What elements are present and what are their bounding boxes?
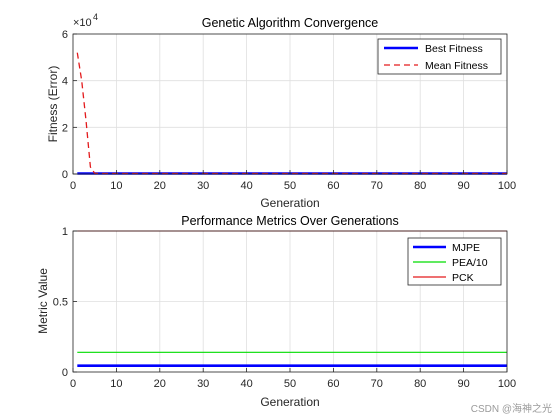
chart-2-x-tick-label: 0 (70, 378, 76, 390)
chart-2-x-tick-label: 40 (240, 378, 252, 390)
chart-1: Genetic Algorithm Convergence 0 10 20 30 40 5… (46, 12, 516, 210)
chart-1-x-tick-label: 40 (240, 180, 252, 192)
chart-1-y-tick-label: 6 (62, 29, 68, 41)
chart-1-x-tick-label: 90 (457, 180, 469, 192)
chart-1-y-tick-label: 4 (62, 76, 68, 88)
chart-1-series-line-mean-fitness (76, 52, 507, 175)
chart-2: Performance Metrics Over Generations 0 10… (36, 214, 516, 409)
chart-1-legend: Best Fitness Mean Fitness (377, 38, 502, 75)
chart-1-x-tick-label: 0 (70, 180, 76, 192)
chart-2-y-label: Metric Value (36, 268, 50, 334)
chart-1-x-tick-label: 80 (414, 180, 426, 192)
chart-2-title: Performance Metrics Over Generations (181, 214, 398, 228)
chart-2-x-label: Generation (260, 395, 319, 409)
chart-1-x-tick-label: 10 (110, 180, 122, 192)
chart-2-x-tick-label: 70 (371, 378, 383, 390)
chart-1-legend-box (377, 38, 502, 75)
chart-2-legend-label-mjpe: MJPE (452, 242, 480, 254)
chart-1-x-tick-label: 50 (284, 180, 296, 192)
chart-1-series (76, 52, 507, 175)
chart-2-x-tick-label: 20 (154, 378, 166, 390)
chart-2-x-ticks: 0 10 20 30 40 50 60 70 80 90 100 (70, 368, 516, 390)
chart-2-x-tick-label: 100 (498, 378, 516, 390)
chart-1-y-tick-label: 2 (62, 122, 68, 134)
chart-1-x-tick-label: 60 (327, 180, 339, 192)
chart-1-y-ticks: 0 2 4 6 (62, 29, 77, 181)
chart-2-y-ticks: 00.51 (53, 226, 77, 379)
chart-1-x-tick-label: 30 (197, 180, 209, 192)
chart-1-x-label: Generation (260, 196, 319, 210)
chart-2-x-tick-label: 50 (284, 378, 296, 390)
chart-2-y-tick-label: 1 (62, 226, 68, 238)
chart-1-exponent-power: 4 (93, 12, 98, 22)
chart-2-y-tick-label: 0.5 (53, 297, 68, 309)
chart-2-x-tick-label: 10 (110, 378, 122, 390)
chart-1-legend-label-best: Best Fitness (425, 43, 483, 55)
chart-1-exponent-base: ×10 (73, 17, 92, 29)
chart-2-legend-label-pea: PEA/10 (452, 257, 488, 269)
chart-1-title: Genetic Algorithm Convergence (202, 16, 379, 30)
chart-2-x-tick-label: 60 (327, 378, 339, 390)
chart-1-legend-label-mean: Mean Fitness (425, 60, 488, 72)
chart-1-x-ticks: 0 10 20 30 40 50 60 70 80 90 100 (70, 170, 516, 192)
watermark: CSDN @海神之光 (471, 402, 552, 415)
chart-1-x-tick-label: 100 (498, 180, 516, 192)
chart-2-x-tick-label: 90 (457, 378, 469, 390)
chart-2-x-tick-label: 80 (414, 378, 426, 390)
chart-1-y-tick-label: 0 (62, 169, 68, 181)
chart-1-y-label: Fitness (Error) (46, 66, 60, 143)
chart-2-legend: MJPE PEA/10 PCK (407, 237, 502, 286)
chart-2-x-tick-label: 30 (197, 378, 209, 390)
chart-1-x-tick-label: 20 (154, 180, 166, 192)
chart-1-x-tick-label: 70 (371, 180, 383, 192)
chart-2-legend-label-pck: PCK (452, 272, 474, 284)
chart-2-y-tick-label: 0 (62, 367, 68, 379)
